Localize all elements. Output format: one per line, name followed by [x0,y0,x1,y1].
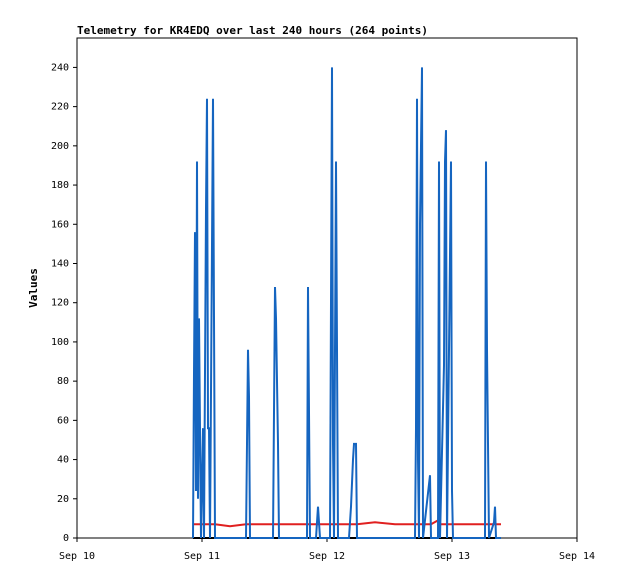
x-tick-label: Sep 11 [184,551,220,562]
plot-area [76,37,578,539]
y-tick-label: 80 [57,376,69,387]
y-tick-label: 100 [51,337,69,348]
y-tick-label: 160 [51,219,69,230]
chart-title: Telemetry for KR4EDQ over last 240 hours… [77,24,428,37]
y-axis-label: Values [27,268,40,308]
y-tick-label: 60 [57,415,69,426]
x-tick-label: Sep 14 [559,551,595,562]
y-tick-label: 20 [57,494,69,505]
y-tick-label: 140 [51,258,69,269]
y-tick-label: 120 [51,298,69,309]
x-tick-label: Sep 10 [59,551,95,562]
x-tick-label: Sep 12 [309,551,345,562]
y-tick-label: 200 [51,141,69,152]
series-line [192,67,501,539]
y-tick-label: 240 [51,62,69,73]
y-tick-label: 220 [51,102,69,113]
y-tick-label: 40 [57,455,69,466]
y-tick-label: 180 [51,180,69,191]
x-tick-label: Sep 13 [434,551,470,562]
y-tick-label: 0 [63,533,69,544]
